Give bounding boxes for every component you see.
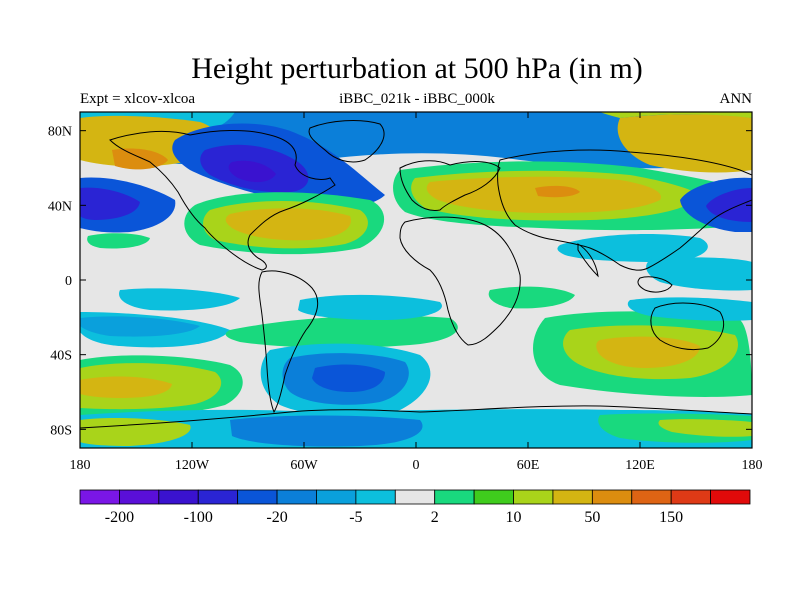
- colorbar-label: -200: [105, 509, 134, 526]
- australia-outline: [650, 302, 724, 351]
- eurasia-orange-core: [535, 185, 580, 198]
- longitude-axis: 180 120W 60W 0 60E 120E 180: [70, 112, 763, 473]
- lon-tick-label: 0: [413, 458, 420, 473]
- africa-outline: [399, 216, 521, 346]
- colorbar-label: -5: [349, 509, 362, 526]
- asia-outline: [497, 149, 752, 271]
- colorbar-swatch: [276, 489, 317, 505]
- colorbar-label: 10: [506, 509, 522, 526]
- india-outline: [577, 243, 599, 278]
- natl-mustard-core: [225, 208, 351, 241]
- lat-tick-label: 0: [65, 274, 72, 289]
- sp-mustard-core: [80, 376, 172, 398]
- antarctic-yellow-east: [658, 419, 752, 437]
- colorbar-swatch: [513, 489, 554, 505]
- colorbar-swatch: [119, 489, 160, 505]
- season-label: ANN: [719, 91, 753, 107]
- pacific-low-west-deep: [80, 187, 140, 220]
- contour-fill-layer: [80, 112, 752, 448]
- tropical-green-west: [87, 233, 150, 249]
- lat-tick-label: 80N: [48, 125, 72, 140]
- arctic-yellow-siberia: [617, 114, 752, 173]
- colorbar-label: 50: [584, 509, 600, 526]
- lon-tick-label: 180: [70, 458, 91, 473]
- colorbar: -200 -100 -20 -5 2 10 50 150: [79, 489, 751, 526]
- tropical-cyan-indian: [646, 257, 752, 291]
- colorbar-swatch: [591, 489, 633, 505]
- coastline-layer: [80, 120, 752, 429]
- south-america-outline: [258, 270, 319, 414]
- lat-tick-label: 80S: [50, 423, 72, 438]
- east-ocean-cyan: [627, 297, 752, 321]
- lon-tick-label: 120W: [175, 458, 210, 473]
- arctic-green-siberia: [600, 112, 752, 118]
- plot-title: Height perturbation at 500 hPa (in m): [191, 52, 643, 85]
- colorbar-swatch: [237, 489, 278, 505]
- colorbar-label: 150: [659, 509, 683, 526]
- south-atlantic-blue-band: [80, 316, 200, 337]
- case-difference-label: iBBC_021k - iBBC_000k: [339, 91, 495, 107]
- colorbar-swatch: [434, 489, 475, 505]
- na-low-center: [228, 160, 276, 183]
- south-green-band: [225, 315, 458, 348]
- lon-tick-label: 180: [742, 458, 763, 473]
- tropical-cyan-east-pacific: [119, 288, 240, 311]
- indian-ocean-mustard: [596, 336, 700, 368]
- colorbar-swatch: [394, 489, 436, 505]
- colorbar-swatch: [710, 489, 751, 505]
- colorbar-swatch: [316, 489, 357, 505]
- lon-tick-label: 60E: [517, 458, 540, 473]
- arctic-orange-pacific: [112, 148, 168, 170]
- colorbar-label: -20: [266, 509, 287, 526]
- antarctic-blue: [230, 415, 423, 447]
- antarctic-yellow-west: [80, 417, 191, 446]
- south-atlantic-cyan: [298, 294, 442, 320]
- colorbar-swatch: [79, 489, 120, 505]
- colorbar-swatch: [670, 489, 711, 505]
- colorbar-swatch: [631, 489, 672, 505]
- lon-tick-label: 120E: [625, 458, 655, 473]
- pacific-low-east-deep: [706, 188, 752, 222]
- lat-tick-label: 40N: [48, 199, 72, 214]
- colorbar-swatch: [355, 489, 396, 505]
- colorbar-swatch: [552, 489, 593, 505]
- colorbar-label: -100: [184, 509, 213, 526]
- maritime-continent-outline: [637, 276, 673, 293]
- experiment-label: Expt = xlcov-xlcoa: [80, 91, 196, 107]
- colorbar-swatch: [197, 489, 239, 505]
- europe-outline: [399, 160, 501, 211]
- lon-tick-label: 60W: [290, 458, 318, 473]
- greenland-outline: [308, 120, 385, 163]
- antarctica-outline: [80, 405, 752, 429]
- lat-tick-label: 40S: [50, 349, 72, 364]
- colorbar-swatch: [158, 489, 199, 505]
- colorbar-label: 2: [431, 509, 439, 526]
- latitude-axis: 80N 40N 0 40S 80S: [48, 125, 752, 438]
- satl-low-deep: [312, 364, 385, 392]
- tropical-green-atlantic: [488, 286, 575, 309]
- colorbar-swatch: [473, 489, 514, 505]
- north-america-outline: [109, 130, 336, 271]
